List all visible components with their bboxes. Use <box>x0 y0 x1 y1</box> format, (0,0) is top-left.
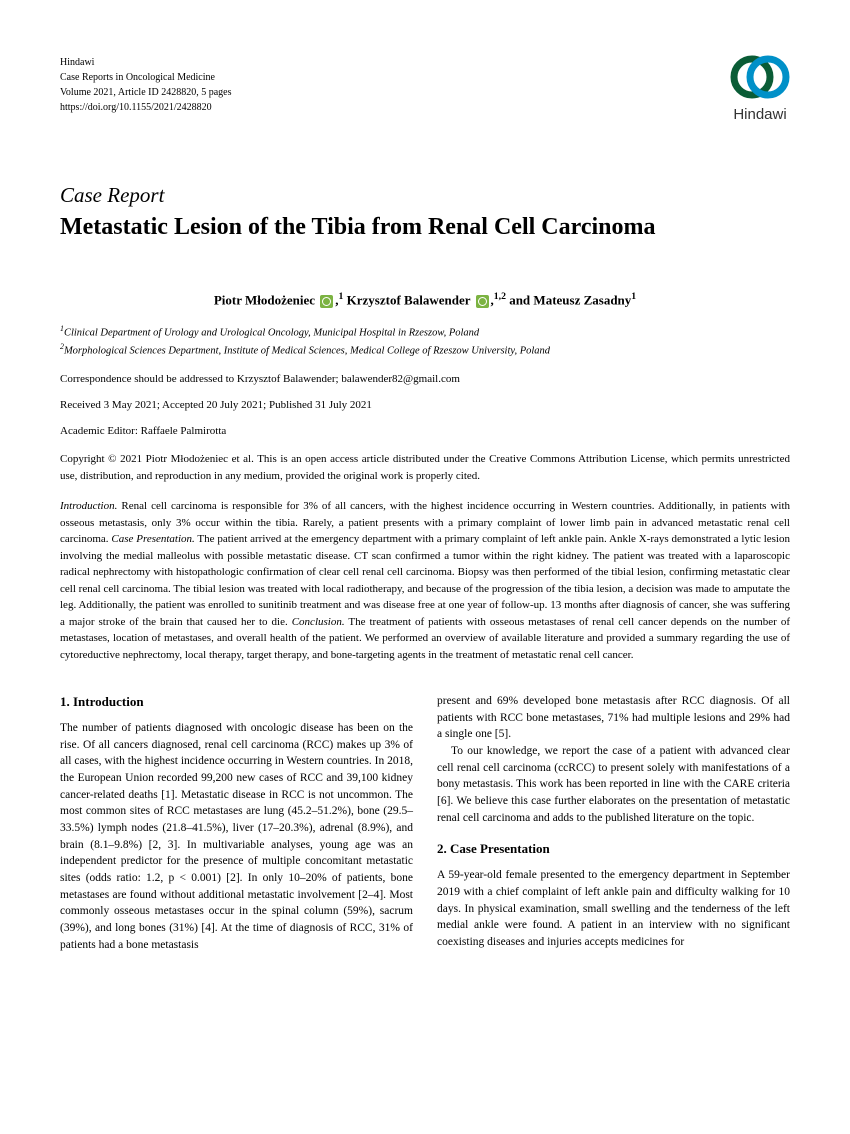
hindawi-logo-icon <box>730 55 790 99</box>
author-3: Mateusz Zasadny <box>533 293 631 308</box>
author-1-aff: 1 <box>339 291 344 302</box>
copyright-notice: Copyright © 2021 Piotr Młodożeniec et al… <box>60 451 790 484</box>
doi-link[interactable]: https://doi.org/10.1155/2021/2428820 <box>60 100 231 115</box>
abstract-case-label: Case Presentation. <box>111 533 194 545</box>
publication-info: Hindawi Case Reports in Oncological Medi… <box>60 55 231 115</box>
abstract-case-text: The patient arrived at the emergency dep… <box>60 533 790 628</box>
orcid-icon[interactable] <box>320 295 333 308</box>
author-1: Piotr Młodożeniec <box>214 293 315 308</box>
column-left: 1. Introduction The number of patients d… <box>60 693 413 953</box>
body-columns: 1. Introduction The number of patients d… <box>60 693 790 953</box>
header-row: Hindawi Case Reports in Oncological Medi… <box>60 55 790 123</box>
logo-text: Hindawi <box>730 106 790 123</box>
column-right: present and 69% developed bone metastasi… <box>437 693 790 953</box>
case-paragraph: A 59-year-old female presented to the em… <box>437 867 790 950</box>
abstract: Introduction. Renal cell carcinoma is re… <box>60 498 790 663</box>
article-title: Metastatic Lesion of the Tibia from Rena… <box>60 212 790 243</box>
abstract-concl-label: Conclusion. <box>292 616 345 628</box>
publisher-logo: Hindawi <box>730 55 790 123</box>
intro-paragraph: The number of patients diagnosed with on… <box>60 720 413 953</box>
intro-continuation: present and 69% developed bone metastasi… <box>437 693 790 743</box>
article-dates: Received 3 May 2021; Accepted 20 July 20… <box>60 399 790 411</box>
authors-line: Piotr Młodożeniec ,1 Krzysztof Balawende… <box>60 291 790 308</box>
affiliations: 1Clinical Department of Urology and Urol… <box>60 323 790 360</box>
correspondence: Correspondence should be addressed to Kr… <box>60 373 790 385</box>
volume-line: Volume 2021, Article ID 2428820, 5 pages <box>60 85 231 100</box>
journal-name: Case Reports in Oncological Medicine <box>60 70 231 85</box>
orcid-icon[interactable] <box>476 295 489 308</box>
publisher-name: Hindawi <box>60 55 231 70</box>
section-heading-intro: 1. Introduction <box>60 693 413 712</box>
author-2-aff: 1,2 <box>494 291 506 302</box>
abstract-intro-label: Introduction. <box>60 500 117 512</box>
intro-paragraph-2: To our knowledge, we report the case of … <box>437 743 790 826</box>
author-2: Krzysztof Balawender <box>347 293 471 308</box>
article-type: Case Report <box>60 183 790 208</box>
affiliation-2: Morphological Sciences Department, Insti… <box>64 345 550 356</box>
author-3-aff: 1 <box>631 291 636 302</box>
affiliation-1: Clinical Department of Urology and Urolo… <box>64 327 479 338</box>
section-heading-case: 2. Case Presentation <box>437 840 790 859</box>
academic-editor: Academic Editor: Raffaele Palmirotta <box>60 425 790 437</box>
